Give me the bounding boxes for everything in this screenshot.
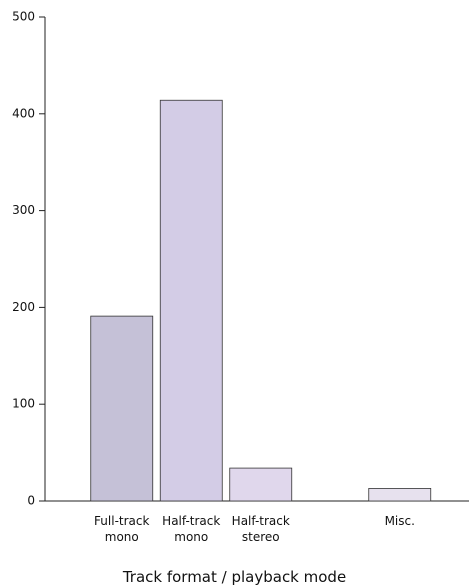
x-tick-label: Half-track stereo bbox=[231, 514, 290, 544]
y-tick-label: 0 bbox=[27, 494, 35, 508]
bar bbox=[159, 99, 223, 502]
y-tick-label: 400 bbox=[12, 106, 35, 120]
x-tick-label: Half-track mono bbox=[162, 514, 221, 544]
y-tick-label: 100 bbox=[12, 397, 35, 411]
y-tick-label: 500 bbox=[12, 10, 35, 24]
x-axis-title: Track format / playback mode bbox=[122, 568, 347, 586]
bar bbox=[90, 315, 154, 502]
bar bbox=[368, 488, 432, 502]
y-tick-label: 200 bbox=[12, 300, 35, 314]
x-tick-label: Misc. bbox=[384, 514, 415, 528]
y-tick-label: 300 bbox=[12, 203, 35, 217]
x-tick-label: Full-track mono bbox=[94, 514, 150, 544]
bar bbox=[229, 467, 293, 502]
